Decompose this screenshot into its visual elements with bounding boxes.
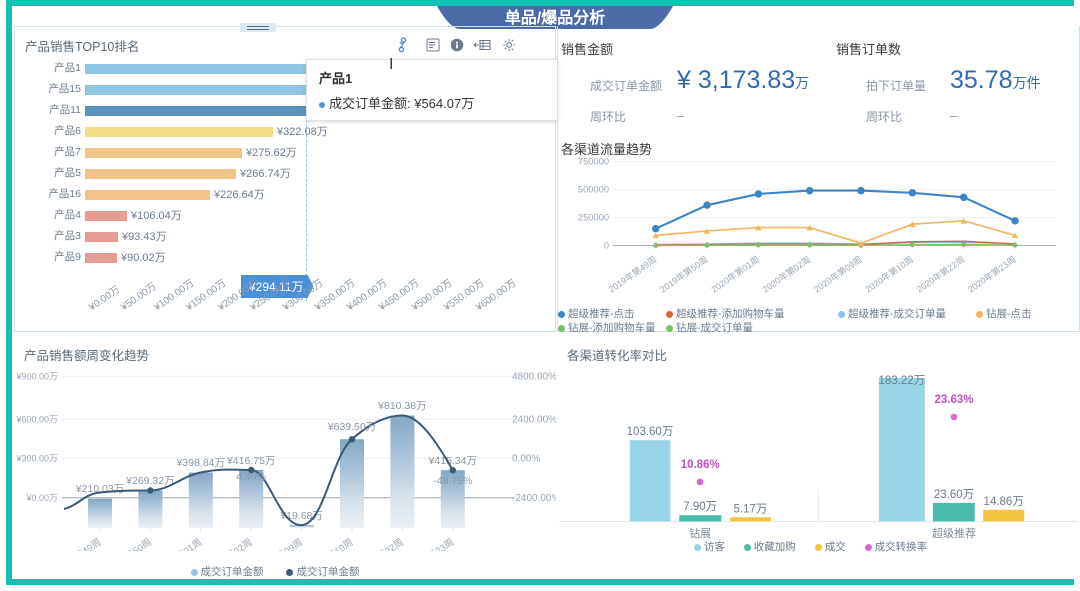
svg-text:2020年第01周: 2020年第01周 (709, 253, 761, 294)
svg-text:2020年第23周: 2020年第23周 (400, 536, 456, 551)
svg-text:¥810.38万: ¥810.38万 (377, 400, 426, 412)
svg-text:2020年第10周: 2020年第10周 (299, 536, 355, 551)
svg-text:5.17万: 5.17万 (734, 504, 768, 516)
svg-text:7.90万: 7.90万 (683, 501, 717, 513)
svg-text:¥639.50万: ¥639.50万 (327, 421, 376, 433)
svg-text:750000: 750000 (578, 156, 609, 166)
svg-text:¥398.84万: ¥398.84万 (176, 457, 225, 469)
svg-text:183.22万: 183.22万 (878, 375, 925, 387)
svg-text:2020年第10周: 2020年第10周 (863, 253, 915, 294)
svg-text:¥416.75万: ¥416.75万 (226, 455, 275, 467)
svg-text:-2400.00%: -2400.00% (512, 493, 556, 504)
svg-text:2020年第01周: 2020年第01周 (148, 536, 204, 551)
svg-text:2020年第02周: 2020年第02周 (198, 536, 254, 551)
svg-text:¥300.00万: ¥300.00万 (15, 454, 58, 464)
svg-text:2019年第49周: 2019年第49周 (47, 536, 103, 551)
svg-text:2019年第50周: 2019年第50周 (657, 253, 709, 294)
svg-text:0: 0 (604, 240, 609, 250)
svg-text:500000: 500000 (578, 184, 609, 194)
svg-text:-48.75%: -48.75% (433, 475, 472, 487)
svg-text:103.60万: 103.60万 (627, 426, 674, 438)
svg-text:¥900.00万: ¥900.00万 (15, 372, 58, 382)
svg-text:钻展: 钻展 (689, 526, 711, 540)
svg-text:¥600.00万: ¥600.00万 (15, 414, 58, 424)
svg-text:4.49%: 4.49% (236, 471, 266, 483)
svg-text:单品/爆品分析: 单品/爆品分析 (505, 8, 605, 27)
svg-text:2019年第50周: 2019年第50周 (98, 536, 154, 551)
svg-text:2020年第09周: 2020年第09周 (811, 253, 863, 294)
svg-text:2020年第09周: 2020年第09周 (249, 536, 305, 551)
svg-text:23.63%: 23.63% (934, 394, 973, 406)
svg-text:¥415.34万: ¥415.34万 (428, 455, 477, 467)
svg-text:10.86%: 10.86% (681, 459, 720, 471)
svg-text:2020年第23周: 2020年第23周 (965, 253, 1017, 294)
svg-text:2400.00%: 2400.00% (512, 414, 556, 425)
svg-text:2020年第22周: 2020年第22周 (914, 253, 966, 294)
svg-text:0.00%: 0.00% (512, 454, 540, 465)
svg-text:¥269.32万: ¥269.32万 (125, 475, 174, 487)
svg-text:250000: 250000 (578, 212, 609, 222)
svg-text:2020年第02周: 2020年第02周 (760, 253, 812, 294)
svg-text:4800.00%: 4800.00% (512, 372, 556, 383)
svg-text:14.86万: 14.86万 (984, 496, 1024, 508)
svg-text:2020年第22周: 2020年第22周 (350, 536, 406, 551)
svg-text:超级推荐: 超级推荐 (932, 526, 976, 540)
svg-text:2019年第49周: 2019年第49周 (606, 253, 658, 294)
svg-text:¥0.00万: ¥0.00万 (25, 493, 58, 503)
svg-text:23.60万: 23.60万 (934, 489, 974, 501)
